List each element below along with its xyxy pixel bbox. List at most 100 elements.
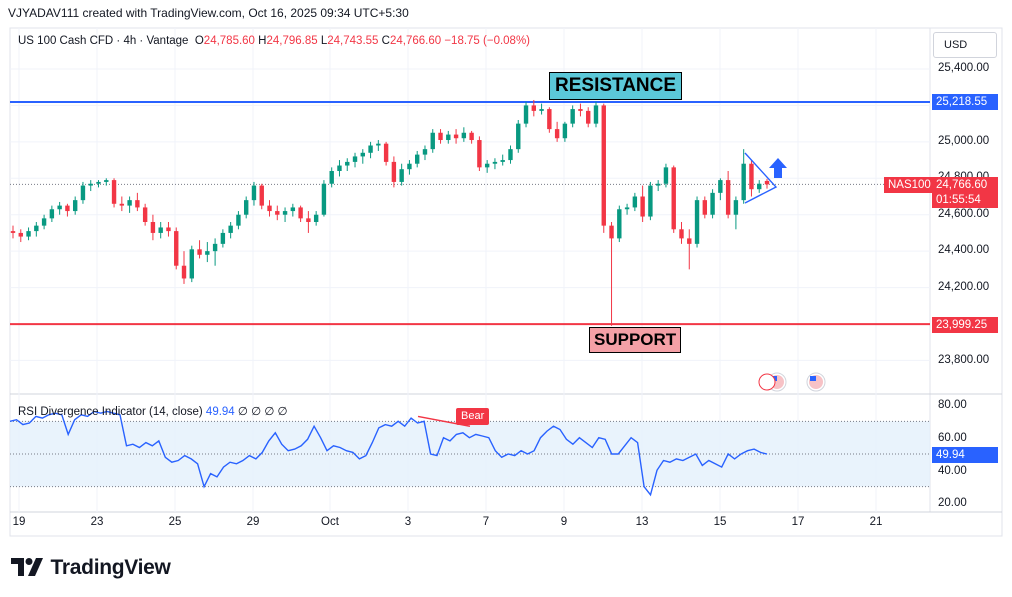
candle-body (438, 132, 443, 141)
candle-body (671, 167, 676, 230)
low-value: 24,743.55 (327, 35, 379, 47)
candle-body (345, 161, 350, 166)
low-label: L (320, 35, 328, 47)
rsi-value-tag: 49.94 (932, 447, 998, 463)
candle-body (725, 180, 731, 215)
candle-body (259, 185, 264, 206)
candle-body (41, 218, 47, 226)
price-tick: 24,400.00 (938, 244, 990, 256)
time-tick: 23 (90, 516, 104, 528)
candle-body (586, 110, 591, 124)
ohlc-legend: US 100 Cash CFD · 4h · Vantage O24,785.6… (18, 35, 530, 47)
candle-body (640, 196, 645, 217)
candle-body (679, 229, 684, 239)
rsi-extra: ∅ ∅ ∅ ∅ (237, 406, 288, 418)
currency-button[interactable]: USD (933, 32, 997, 58)
price-tick: 24,200.00 (938, 281, 990, 293)
candle-body (181, 265, 187, 279)
candle-body (562, 123, 568, 139)
rsi-title[interactable]: RSI Divergence Indicator (14, close) (18, 406, 203, 418)
candle-body (383, 143, 389, 162)
candle-body (702, 200, 708, 215)
symbol-label[interactable]: US 100 Cash CFD · 4h · Vantage (18, 35, 189, 47)
candle-body (72, 200, 78, 212)
candle-body (663, 167, 669, 184)
close-label: C (381, 35, 390, 47)
high-value: 24,796.85 (266, 35, 318, 47)
candle-body (632, 196, 638, 208)
candle-body (648, 185, 653, 217)
candle-body (655, 183, 661, 186)
rsi-tick: 20.00 (938, 497, 967, 509)
candle-body (18, 232, 23, 237)
candle-body (531, 105, 537, 111)
rsi-line (9, 410, 768, 497)
candle-body (617, 209, 622, 239)
tradingview-logo-icon (11, 558, 43, 576)
candle-body (251, 185, 257, 201)
tradingview-logo: TradingView (11, 556, 171, 580)
candle-body (554, 129, 560, 139)
created-by-text: VJYADAV111 created with TradingView.com,… (8, 6, 409, 20)
candle-body (523, 105, 529, 124)
candle-body (430, 132, 435, 150)
triangle-lines (744, 152, 778, 204)
bear-badge: Bear (456, 408, 490, 425)
candle-body (461, 132, 467, 139)
event-flags (758, 372, 826, 392)
open-label: O (194, 35, 204, 47)
candle-body (733, 200, 739, 215)
candle-body (609, 225, 614, 239)
rsi-legend: RSI Divergence Indicator (14, close) 49.… (18, 404, 288, 418)
candle-body (453, 134, 459, 139)
open-value: 24,785.60 (203, 35, 255, 47)
candle-body (757, 183, 762, 190)
candle-body (158, 227, 163, 233)
candle-body (267, 205, 272, 212)
candle-body (142, 207, 148, 222)
triangle-pattern (744, 152, 787, 204)
candle-body (539, 109, 544, 111)
time-tick: Oct (321, 516, 339, 528)
price-tick: 23,800.00 (938, 354, 990, 366)
level-lines (10, 101, 930, 326)
time-tick: 19 (12, 516, 26, 528)
candle-body (368, 145, 373, 153)
candle-body (228, 225, 233, 233)
candle-body (407, 163, 412, 170)
candle-body (65, 205, 70, 212)
candle-body (57, 205, 62, 210)
resistance-label[interactable]: RESISTANCE (549, 72, 683, 100)
candle-body (135, 200, 140, 208)
last-price-tag: 24,766.60 (932, 177, 998, 193)
time-tick: 9 (560, 516, 568, 528)
candle-body (10, 231, 16, 233)
candle-body (749, 163, 754, 190)
candle-body (500, 160, 505, 162)
time-tick: 17 (791, 516, 805, 528)
candle-body (275, 211, 280, 215)
candle-body (243, 200, 249, 215)
candle-body (764, 180, 770, 185)
candle-body (49, 209, 55, 219)
time-tick: 21 (869, 516, 883, 528)
candle-body (220, 232, 226, 244)
candle-body (687, 238, 692, 244)
candle-body (578, 109, 583, 111)
time-tick: 7 (482, 516, 490, 528)
candle-body (166, 227, 171, 232)
support-label[interactable]: SUPPORT (589, 327, 682, 353)
candle-body (205, 251, 210, 255)
chart-frame (9, 27, 1003, 537)
candle-body (174, 231, 179, 266)
price-tick: 25,000.00 (938, 135, 990, 147)
candle-body (469, 132, 474, 141)
candle-body (298, 207, 303, 219)
time-tick: 25 (168, 516, 182, 528)
candle-body (477, 140, 482, 168)
candle-body (80, 185, 86, 201)
candle-body (26, 231, 31, 237)
candle-body (547, 109, 552, 130)
candle-body (189, 249, 194, 279)
